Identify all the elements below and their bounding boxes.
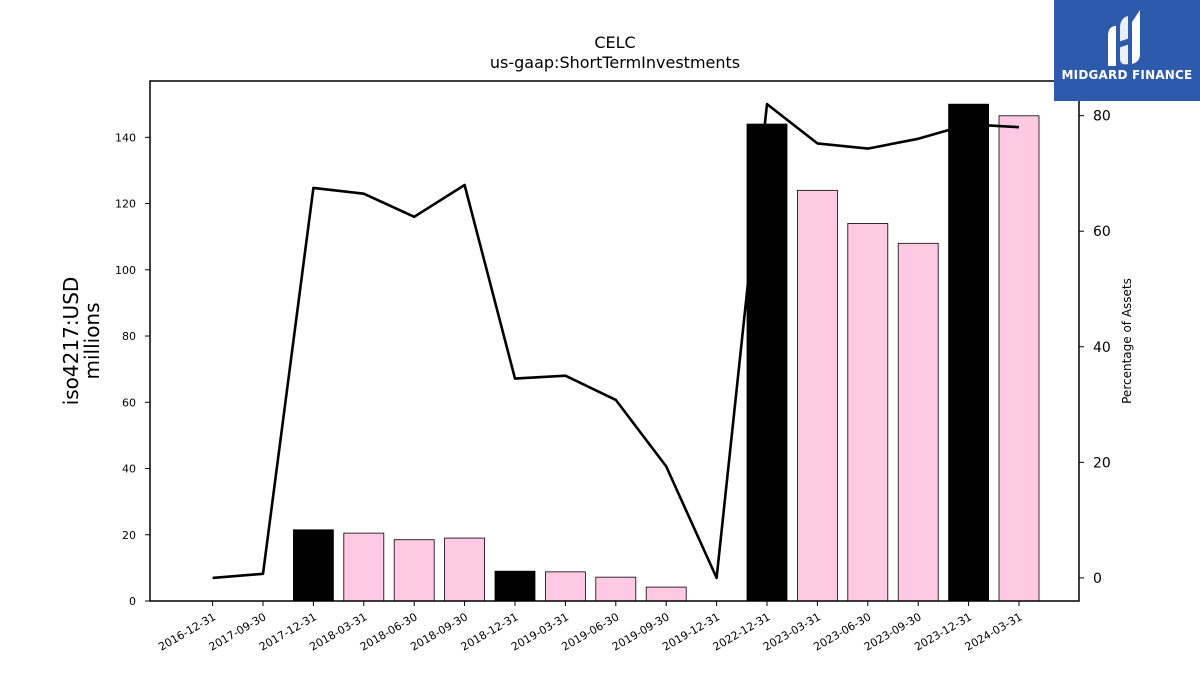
y2-tick-label: 0 bbox=[1093, 571, 1102, 587]
y-tick-label: 100 bbox=[115, 264, 136, 277]
y2-axis-label: Percentage of Assets bbox=[1120, 278, 1134, 404]
y-tick-label: 80 bbox=[122, 330, 136, 343]
bar-2023-03-31 bbox=[797, 189, 838, 602]
x-tick-label: 2024-03-31 bbox=[963, 610, 1025, 653]
bar-2024-03-31 bbox=[998, 115, 1040, 602]
brand-logo: MIDGARD FINANCE bbox=[1054, 0, 1200, 101]
y-tick-label: 40 bbox=[122, 463, 136, 476]
y-axis-label: iso4217:USD bbox=[59, 277, 83, 406]
bar-2019-06-30 bbox=[595, 576, 637, 602]
bar-2023-12-31 bbox=[948, 103, 989, 602]
y2-tick-label: 20 bbox=[1093, 455, 1111, 471]
y-axis-units: millions bbox=[80, 302, 104, 379]
y-tick-label: 140 bbox=[115, 131, 136, 144]
bar-2018-03-31 bbox=[343, 532, 385, 602]
brand-name: MIDGARD FINANCE bbox=[1061, 68, 1193, 82]
plot-frame bbox=[149, 80, 1080, 602]
y-tick-label: 120 bbox=[115, 198, 136, 211]
bar-2023-06-30 bbox=[847, 223, 889, 602]
bar-2018-12-31 bbox=[494, 570, 536, 602]
bar-2017-12-31 bbox=[292, 529, 334, 602]
logo-mark-icon bbox=[1108, 10, 1140, 66]
y-tick-label: 60 bbox=[122, 396, 136, 409]
chart-subtitle: us-gaap:ShortTermInvestments bbox=[490, 53, 740, 72]
y2-tick-label: 80 bbox=[1093, 109, 1111, 125]
bar-2019-09-30 bbox=[645, 586, 687, 602]
bar-2019-03-31 bbox=[545, 571, 586, 602]
bar-2018-06-30 bbox=[393, 539, 435, 602]
bar-2023-09-30 bbox=[897, 242, 939, 602]
percentage-of-assets-line bbox=[212, 102, 1020, 580]
y-tick-label: 20 bbox=[122, 529, 136, 542]
y2-tick-label: 40 bbox=[1093, 340, 1111, 356]
bar-2022-12-31 bbox=[746, 123, 788, 602]
y-tick-label: 0 bbox=[129, 595, 136, 608]
y2-tick-label: 60 bbox=[1093, 224, 1111, 240]
bar-2018-09-30 bbox=[444, 537, 486, 602]
chart-title: CELC bbox=[594, 33, 635, 52]
